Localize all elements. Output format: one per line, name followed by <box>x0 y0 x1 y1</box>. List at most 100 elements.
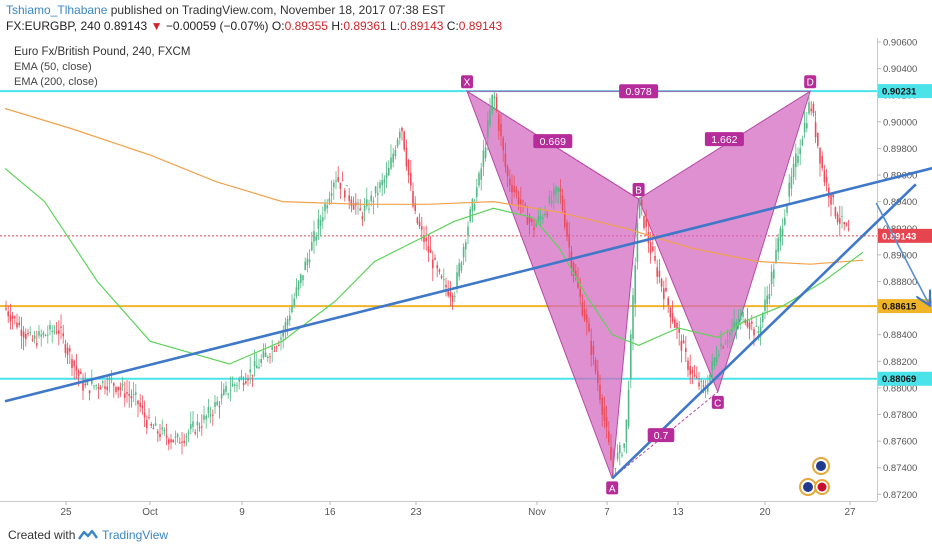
author-link[interactable]: Tshiamo_Tlhabane <box>6 3 108 17</box>
candle-body <box>740 315 742 321</box>
candle-body <box>20 329 23 336</box>
candle-body <box>322 217 324 222</box>
candle-body <box>170 439 172 443</box>
y-tick-label: 0.87400 <box>883 463 917 474</box>
pattern-point-badge[interactable] <box>606 481 619 495</box>
pattern-point-badge[interactable] <box>461 75 473 89</box>
candle-body <box>476 187 478 197</box>
ema200-line[interactable] <box>4 107 864 265</box>
ratio-badge[interactable] <box>619 84 659 99</box>
candle-body <box>359 208 361 211</box>
candle-body <box>665 287 667 292</box>
candle-body <box>830 194 832 205</box>
candle-body <box>150 423 152 426</box>
candle-body <box>410 172 412 186</box>
candle-body <box>407 159 410 176</box>
candle-body <box>473 204 476 210</box>
candle-body <box>700 380 702 382</box>
candle-body <box>707 387 709 392</box>
candle-body <box>698 382 700 387</box>
projection-arrow[interactable] <box>875 202 929 304</box>
pattern-point-badge[interactable] <box>632 182 645 196</box>
candle-body <box>372 200 375 203</box>
candle-body <box>814 122 817 138</box>
candle-body <box>159 433 161 438</box>
candle-body <box>308 259 311 263</box>
y-tick-label: 0.88000 <box>883 383 917 394</box>
candle-body <box>53 330 56 332</box>
candle-body <box>843 222 845 225</box>
ema50-line[interactable] <box>4 167 864 365</box>
close-label: C: <box>446 19 459 33</box>
candle-body <box>425 237 427 242</box>
candle-body <box>27 332 29 335</box>
candle-body <box>176 433 179 438</box>
ema50-legend[interactable]: EMA (50, close) <box>14 61 92 73</box>
candle-body <box>766 295 768 305</box>
ema200-legend[interactable]: EMA (200, close) <box>14 76 98 88</box>
x-tick-label: 7 <box>604 507 610 518</box>
candle-body <box>69 348 71 352</box>
candle-body <box>11 315 14 320</box>
candle-body <box>333 182 335 188</box>
candle-body <box>781 228 784 236</box>
candle-body <box>726 340 729 342</box>
candle-body <box>693 374 696 377</box>
candle-body <box>44 334 47 336</box>
y-tick-label: 0.89800 <box>883 144 917 155</box>
candle-body <box>190 424 192 429</box>
candle-body <box>174 436 177 438</box>
y-tick-label: 0.90000 <box>883 117 917 128</box>
tradingview-link[interactable]: TradingView <box>102 528 169 542</box>
candle-body <box>141 405 144 409</box>
candle-body <box>130 395 133 399</box>
candle-body <box>535 223 537 227</box>
candle-body <box>504 153 507 168</box>
candle-body <box>647 232 650 243</box>
candle-body <box>687 360 689 371</box>
candle-body <box>185 436 188 438</box>
ratio-badge[interactable] <box>704 132 744 147</box>
candle-body <box>82 382 84 391</box>
pattern-point-badge[interactable] <box>711 395 724 409</box>
candle-body <box>416 217 419 224</box>
candle-body <box>821 156 823 169</box>
candle-body <box>194 432 196 434</box>
candle-body <box>366 199 368 207</box>
candle-body <box>326 205 328 209</box>
price-chart[interactable]: 0.906000.904000.902000.900000.898000.896… <box>0 38 932 522</box>
candle-body <box>405 147 408 167</box>
ratio-badge[interactable] <box>533 134 573 149</box>
publish-line: Tshiamo_Tlhabane published on TradingVie… <box>6 3 445 17</box>
open-label: O: <box>271 19 285 33</box>
chart-legend-title: Euro Fx/British Pound, 240, FXCM <box>14 46 191 58</box>
pattern-point-badge[interactable] <box>804 75 817 89</box>
candle-body <box>207 406 210 414</box>
candle-body <box>205 415 207 420</box>
candle-body <box>520 199 522 205</box>
candle-body <box>115 387 117 393</box>
candle-body <box>62 333 64 337</box>
candle-body <box>762 313 764 322</box>
candle-body <box>539 216 542 220</box>
ratio-badge[interactable] <box>647 428 675 443</box>
candle-body <box>806 123 808 129</box>
level-price-label: 0.89143 <box>882 231 916 242</box>
candle-body <box>667 298 669 306</box>
candle-body <box>447 290 449 296</box>
candle-body <box>517 197 520 205</box>
candle-body <box>454 295 456 297</box>
candle-body <box>812 104 815 113</box>
pattern-point-label: C <box>714 398 721 409</box>
candle-body <box>733 322 735 328</box>
candle-body <box>231 383 234 387</box>
candle-body <box>608 431 610 443</box>
y-tick-label: 0.88400 <box>883 330 917 341</box>
candle-body <box>390 157 392 169</box>
candle-body <box>179 442 181 444</box>
candle-body <box>489 109 491 126</box>
candle-body <box>262 351 265 358</box>
trendline-rising-support[interactable] <box>4 152 932 403</box>
candle-body <box>60 326 62 328</box>
candle-body <box>33 335 36 339</box>
